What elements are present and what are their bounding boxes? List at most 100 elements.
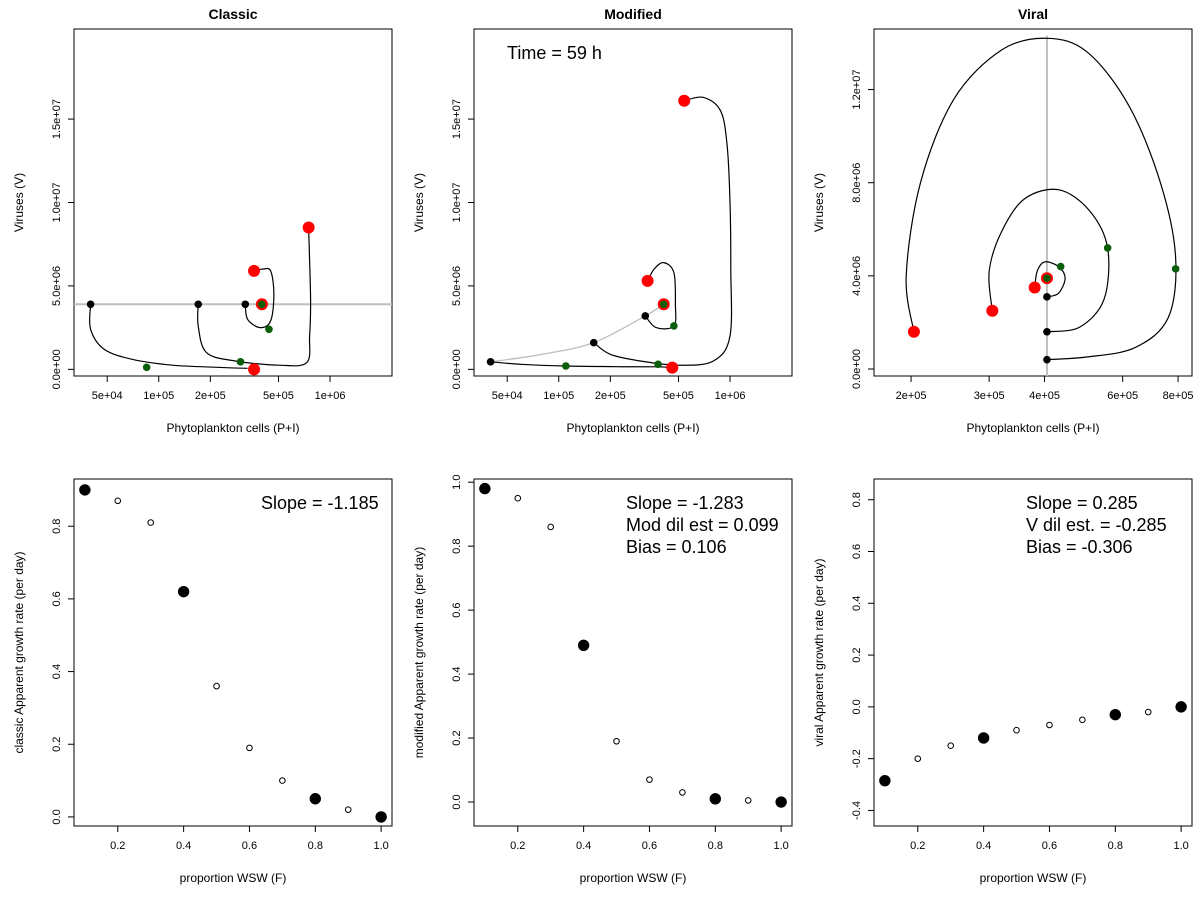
data-point xyxy=(258,300,266,309)
y-tick-label: 0.2 xyxy=(451,730,463,745)
data-point xyxy=(248,264,261,277)
x-tick-label: 0.4 xyxy=(576,840,591,852)
modified-growth-x-label: proportion WSW (F) xyxy=(580,871,687,885)
modified-phase-y-axis: 0.0e+00 5.0e+06 1.0e+07 1.5e+07 xyxy=(451,99,474,389)
viral-growth-annotation: Slope = 0.285 xyxy=(1026,493,1138,513)
classic-phase-panel: Classic 5e+04 1e+05 2e+05 5e+05 1e+06 0.0e+00 5… xyxy=(12,6,393,435)
x-tick-label: 0.2 xyxy=(910,840,925,852)
y-tick-label: 8.0e+06 xyxy=(851,163,863,203)
x-tick-label: 0.4 xyxy=(176,840,191,852)
x-tick-label: 5e+05 xyxy=(263,390,294,402)
trajectory-line xyxy=(905,37,1177,361)
x-tick-label: 1e+05 xyxy=(543,390,574,402)
x-tick-label: 0.6 xyxy=(242,840,257,852)
modified-growth-y-axis: 0.0 0.2 0.4 0.6 0.8 1.0 xyxy=(451,475,474,810)
y-tick-label: 0.4 xyxy=(851,596,863,611)
modified-growth-frame xyxy=(473,478,793,827)
y-tick-label: 1.5e+07 xyxy=(451,99,463,139)
viral-growth-x-axis: 0.2 0.4 0.6 0.8 1.0 xyxy=(910,826,1189,852)
y-tick-label: 0.0 xyxy=(851,699,863,714)
classic-phase-frame xyxy=(73,28,393,377)
y-tick-label: 0.2 xyxy=(51,737,63,752)
data-point xyxy=(1171,265,1180,273)
data-point xyxy=(659,300,668,309)
trajectory-line xyxy=(197,227,312,367)
viral-growth-x-label: proportion WSW (F) xyxy=(980,871,1087,885)
viral-phase-panel: Viral 2e+05 3e+05 4e+05 6e+05 8e+05 0.0e+00 4.0… xyxy=(812,6,1194,435)
viral-growth-frame xyxy=(873,478,1193,827)
data-point xyxy=(1175,701,1187,713)
viral-phase-x-label: Phytoplankton cells (P+I) xyxy=(966,421,1099,435)
y-tick-label: 0.8 xyxy=(51,519,63,534)
classic-phase-y-label: Viruses (V) xyxy=(12,173,26,232)
data-point xyxy=(1109,708,1121,721)
data-point xyxy=(486,358,495,366)
modified-phase-frame xyxy=(473,28,793,377)
data-point xyxy=(147,519,155,526)
y-tick-label: 0.8 xyxy=(451,539,463,554)
data-point xyxy=(213,682,220,690)
classic-growth-data xyxy=(79,484,387,823)
y-tick-label: 0.4 xyxy=(451,666,463,681)
data-point xyxy=(678,94,691,107)
modified-growth-data xyxy=(479,482,787,808)
x-tick-label: 4e+05 xyxy=(1029,390,1060,402)
viral-growth-y-label: viral Apparent growth rate (per day) xyxy=(812,558,826,746)
modified-phase-panel: Modified 5e+04 1e+05 2e+05 5e+05 1e+06 0.0e+00… xyxy=(412,6,793,435)
modified-growth-panel: 0.2 0.4 0.6 0.8 1.0 0.0 0.2 0.4 0.6 0.8 1.0 proport… xyxy=(412,475,793,885)
x-tick-label: 1e+06 xyxy=(315,390,346,402)
y-tick-label: 0.6 xyxy=(51,591,63,606)
data-point xyxy=(562,362,570,370)
data-point xyxy=(114,497,122,505)
data-point xyxy=(1144,708,1152,716)
x-tick-label: 1e+06 xyxy=(715,390,746,402)
data-point xyxy=(479,482,491,495)
classic-phase-title: Classic xyxy=(208,6,257,22)
y-tick-label: 0.0 xyxy=(451,794,463,809)
data-point xyxy=(1056,262,1065,271)
classic-growth-annotation: Slope = -1.185 xyxy=(261,493,379,513)
data-point xyxy=(344,806,352,813)
data-point xyxy=(666,361,679,374)
y-tick-label: 1.0 xyxy=(451,475,463,490)
x-tick-label: 6e+05 xyxy=(1107,390,1138,402)
data-point xyxy=(977,732,990,744)
grey-trajectory xyxy=(490,303,665,363)
trajectory-line xyxy=(593,96,733,366)
viral-phase-x-axis: 2e+05 3e+05 4e+05 6e+05 8e+05 xyxy=(896,376,1194,402)
data-point xyxy=(1013,726,1020,734)
viral-growth-data xyxy=(879,701,1187,787)
classic-phase-x-label: Phytoplankton cells (P+I) xyxy=(166,421,299,435)
modified-phase-annotation: Time = 59 h xyxy=(507,43,602,63)
data-point xyxy=(744,797,752,804)
data-point xyxy=(709,793,721,805)
data-point xyxy=(914,755,922,762)
data-point xyxy=(641,274,654,287)
y-tick-label: 1.0e+07 xyxy=(51,182,63,222)
data-point xyxy=(1103,244,1112,252)
x-tick-label: 0.8 xyxy=(308,840,323,852)
y-tick-label: -0.4 xyxy=(851,801,863,820)
x-tick-label: 5e+04 xyxy=(492,390,523,402)
modified-phase-data xyxy=(486,94,733,374)
x-tick-label: 2e+05 xyxy=(595,390,626,402)
y-tick-label: 0.6 xyxy=(851,544,863,559)
x-tick-label: 0.2 xyxy=(510,840,525,852)
data-point xyxy=(236,358,245,366)
data-point xyxy=(246,744,253,752)
modified-growth-y-label: modified Apparent growth rate (per day) xyxy=(412,547,426,758)
data-point xyxy=(302,221,315,234)
y-tick-label: 5.0e+06 xyxy=(451,266,463,306)
viral-phase-data xyxy=(905,35,1180,376)
viral-growth-panel: 0.2 0.4 0.6 0.8 1.0 -0.4 -0.2 0.0 0.2 0.4 0.6 0.8 pr… xyxy=(812,478,1193,885)
modified-growth-annotation: Bias = 0.106 xyxy=(626,537,727,557)
y-tick-label: 0.0e+00 xyxy=(51,349,63,389)
classic-growth-frame xyxy=(73,478,393,827)
y-tick-label: 0.8 xyxy=(851,492,863,507)
data-point xyxy=(641,312,650,320)
data-point xyxy=(514,494,522,502)
y-tick-label: 0.0 xyxy=(51,809,63,824)
trajectory-line xyxy=(244,267,275,329)
data-point xyxy=(907,325,920,338)
data-point xyxy=(679,789,686,796)
